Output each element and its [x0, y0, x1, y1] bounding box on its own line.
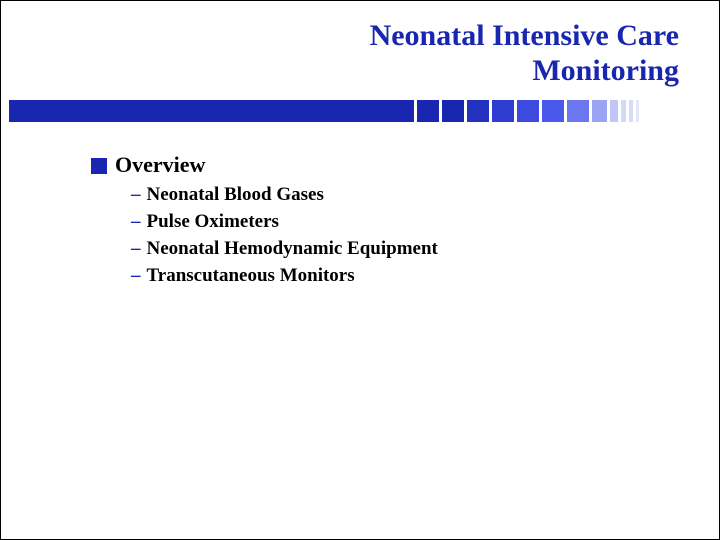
band-square	[636, 100, 639, 122]
decorative-band	[1, 100, 719, 122]
content-area: Overview –Neonatal Blood Gases–Pulse Oxi…	[1, 122, 719, 287]
slide-title: Neonatal Intensive Care Monitoring	[1, 1, 719, 100]
dash-icon: –	[131, 238, 141, 260]
dash-icon: –	[131, 211, 141, 233]
square-bullet-icon	[91, 158, 107, 174]
title-line1: Neonatal Intensive Care	[370, 19, 679, 52]
band-square	[567, 100, 589, 122]
list-item: –Transcutaneous Monitors	[131, 265, 659, 287]
band-square	[592, 100, 607, 122]
dash-icon: –	[131, 184, 141, 206]
band-main	[9, 100, 414, 122]
list-item-label: Neonatal Hemodynamic Equipment	[147, 238, 438, 260]
band-square	[542, 100, 564, 122]
list-item: –Pulse Oximeters	[131, 211, 659, 233]
band-square	[621, 100, 626, 122]
band-square	[492, 100, 514, 122]
band-square	[517, 100, 539, 122]
list-item-label: Pulse Oximeters	[147, 211, 279, 233]
list-item-label: Transcutaneous Monitors	[147, 265, 355, 287]
overview-sublist: –Neonatal Blood Gases–Pulse Oximeters–Ne…	[91, 184, 659, 287]
overview-bullet-row: Overview	[91, 152, 659, 178]
title-line2: Monitoring	[532, 54, 679, 87]
list-item-label: Neonatal Blood Gases	[147, 184, 324, 206]
overview-label: Overview	[115, 152, 205, 178]
band-square	[442, 100, 464, 122]
band-square	[467, 100, 489, 122]
band-square	[629, 100, 633, 122]
band-square	[610, 100, 618, 122]
list-item: –Neonatal Blood Gases	[131, 184, 659, 206]
list-item: –Neonatal Hemodynamic Equipment	[131, 238, 659, 260]
dash-icon: –	[131, 265, 141, 287]
band-square	[417, 100, 439, 122]
